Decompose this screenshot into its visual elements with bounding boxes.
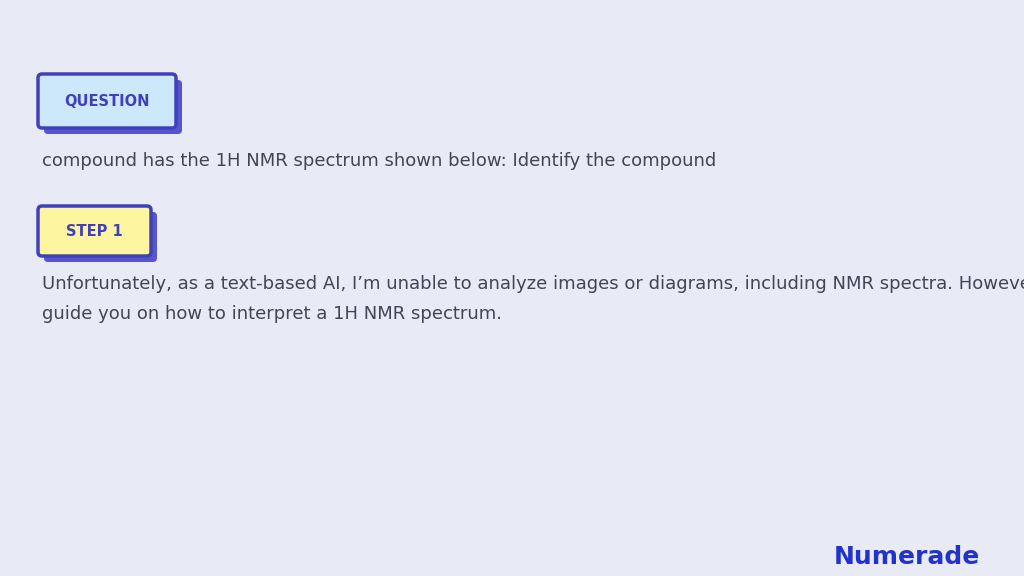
Text: Numerade: Numerade xyxy=(834,545,980,569)
FancyBboxPatch shape xyxy=(44,212,157,262)
FancyBboxPatch shape xyxy=(38,206,151,256)
Text: guide you on how to interpret a 1H NMR spectrum.: guide you on how to interpret a 1H NMR s… xyxy=(42,305,502,323)
Text: QUESTION: QUESTION xyxy=(65,93,150,108)
Text: compound has the 1H NMR spectrum shown below: Identify the compound: compound has the 1H NMR spectrum shown b… xyxy=(42,152,716,170)
FancyBboxPatch shape xyxy=(44,80,182,134)
FancyBboxPatch shape xyxy=(38,74,176,128)
Text: Unfortunately, as a text-based AI, I’m unable to analyze images or diagrams, inc: Unfortunately, as a text-based AI, I’m u… xyxy=(42,275,1024,293)
Text: STEP 1: STEP 1 xyxy=(67,223,123,238)
